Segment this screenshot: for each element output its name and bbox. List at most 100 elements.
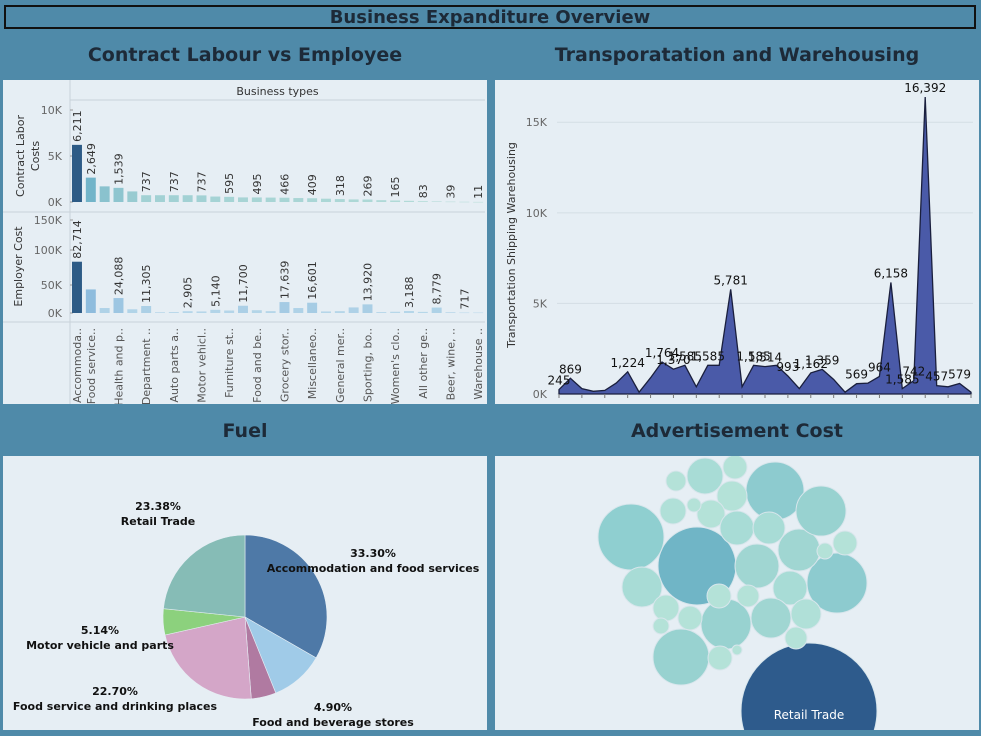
bar[interactable] — [196, 195, 207, 202]
ad-bubble[interactable] — [832, 530, 858, 556]
bar[interactable] — [85, 177, 96, 202]
bar[interactable] — [293, 308, 304, 313]
bar[interactable] — [238, 305, 248, 313]
bar[interactable] — [459, 312, 470, 314]
ad-bubble[interactable] — [621, 566, 663, 608]
bar[interactable] — [210, 196, 221, 202]
bar[interactable] — [99, 186, 110, 202]
ad-bubble[interactable] — [716, 480, 748, 512]
bar[interactable] — [224, 310, 235, 313]
bar[interactable] — [85, 289, 96, 313]
ad-bubble[interactable] — [722, 456, 748, 480]
bar[interactable] — [99, 308, 110, 313]
ad-bubble[interactable] — [736, 584, 760, 608]
ad-bubble[interactable] — [686, 497, 702, 513]
bar[interactable] — [390, 200, 401, 202]
bar[interactable] — [307, 198, 318, 202]
bar[interactable] — [417, 201, 428, 202]
ads-panel-title: Advertisement Cost — [630, 420, 844, 442]
bar[interactable] — [404, 200, 414, 202]
bar[interactable] — [279, 302, 290, 313]
ad-bubble[interactable] — [696, 499, 726, 529]
ad-bubble[interactable] — [677, 605, 703, 631]
bar[interactable] — [473, 201, 484, 203]
bar[interactable] — [155, 312, 165, 313]
bar[interactable] — [251, 197, 262, 202]
area-series[interactable] — [558, 96, 972, 395]
bar[interactable] — [168, 195, 179, 202]
ad-bubble[interactable] — [652, 628, 710, 686]
bar[interactable] — [431, 307, 442, 313]
bar[interactable] — [417, 311, 428, 313]
bar[interactable] — [445, 201, 456, 203]
ad-bubble[interactable] — [795, 485, 847, 537]
bar[interactable] — [72, 144, 82, 202]
ad-bubble[interactable] — [665, 470, 687, 492]
ad-bubble[interactable] — [719, 510, 755, 546]
bar[interactable] — [334, 199, 345, 202]
ad-bubble[interactable] — [659, 497, 687, 525]
bar[interactable] — [238, 197, 248, 202]
ad-bubble[interactable] — [752, 511, 786, 545]
bar[interactable] — [473, 312, 484, 314]
bar[interactable] — [321, 198, 331, 202]
bar[interactable] — [459, 201, 470, 203]
ad-bubble[interactable] — [652, 594, 680, 622]
bar[interactable] — [362, 199, 373, 202]
ad-bubble[interactable] — [652, 617, 670, 635]
bar[interactable] — [362, 304, 373, 313]
ad-bubble[interactable] — [806, 552, 868, 614]
bar[interactable] — [348, 199, 359, 202]
bar[interactable] — [182, 195, 193, 202]
bar[interactable] — [279, 197, 290, 202]
ads-bubble-chart: Retail Trade — [597, 456, 878, 730]
pie-slice[interactable] — [164, 616, 252, 700]
ad-bubble[interactable] — [772, 570, 808, 606]
bar[interactable] — [265, 311, 276, 313]
bar[interactable] — [113, 298, 124, 313]
bar[interactable] — [321, 311, 331, 313]
ad-bubble[interactable] — [707, 645, 733, 671]
bar[interactable] — [196, 311, 207, 313]
bar[interactable] — [265, 197, 276, 202]
bar[interactable] — [445, 312, 456, 313]
bar[interactable] — [251, 310, 262, 313]
point-value-label: 993 — [776, 360, 799, 374]
point-value-label: 869 — [559, 362, 582, 376]
point-value-label: 16,392 — [904, 81, 946, 95]
ad-bubble[interactable] — [784, 626, 808, 650]
bar[interactable] — [210, 309, 221, 313]
bar[interactable] — [127, 309, 138, 313]
bar[interactable] — [431, 201, 442, 202]
bar[interactable] — [376, 312, 387, 313]
ad-bubble[interactable] — [706, 583, 732, 609]
bar[interactable] — [168, 312, 179, 313]
bar[interactable] — [404, 311, 414, 313]
ad-bubble[interactable] — [686, 457, 724, 495]
bar[interactable] — [293, 198, 304, 202]
bar[interactable] — [376, 200, 387, 202]
bar[interactable] — [141, 195, 152, 202]
bar[interactable] — [334, 311, 345, 313]
pie-slice[interactable] — [163, 534, 246, 618]
bar[interactable] — [113, 187, 124, 202]
bar[interactable] — [390, 311, 401, 313]
ad-bubble[interactable] — [731, 644, 743, 656]
ad-bubble[interactable] — [790, 598, 822, 630]
ad-bubble[interactable] — [745, 461, 805, 521]
pie-slice[interactable] — [244, 534, 328, 659]
bar[interactable] — [307, 302, 318, 313]
bar[interactable] — [348, 307, 359, 313]
bar[interactable] — [155, 195, 165, 202]
ad-bubble[interactable] — [734, 543, 780, 589]
bar[interactable] — [127, 191, 138, 202]
ad-bubble[interactable] — [750, 597, 792, 639]
bar[interactable] — [72, 261, 82, 313]
bar[interactable] — [182, 311, 193, 313]
ad-bubble[interactable] — [597, 503, 665, 571]
contract-panel: Business types 10K 5K 0K Contract Labor Costs… — [3, 80, 513, 406]
ad-bubble[interactable] — [816, 542, 834, 560]
ad-bubble[interactable] — [740, 642, 878, 730]
bar[interactable] — [141, 305, 152, 313]
bar[interactable] — [224, 196, 235, 202]
